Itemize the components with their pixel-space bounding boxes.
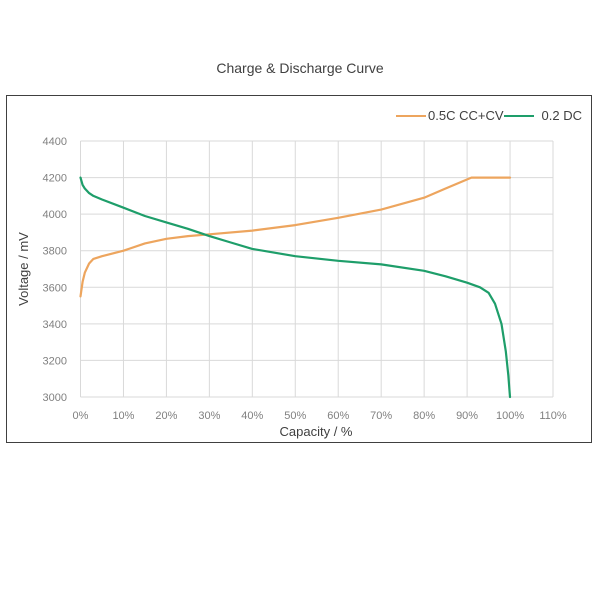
data-lines [79,176,512,399]
x-tick-label: 30% [198,410,220,422]
x-tick-label: 60% [327,410,349,422]
y-tick-label: 4200 [43,173,67,185]
x-tick-label: 70% [370,410,392,422]
x-axis-label: Capacity / % [280,424,353,439]
x-tick-label: 80% [413,410,435,422]
legend-item-discharge: 0.2 DC [503,108,582,123]
y-tick-label: 3400 [43,319,67,331]
y-tick-label: 3000 [43,392,67,404]
legend-label-discharge: 0.2 DC [541,108,582,123]
legend: 0.5C CC+CV 0.2 DC [396,108,582,123]
x-tick-label: 10% [112,410,134,422]
y-axis-ticks: 4400 4200 4000 3800 3600 3400 3200 3000 [43,136,67,404]
x-axis-ticks: 0% 10% 20% 30% 40% 50% 60% 70% 80% 90% 100% 110% [73,410,567,422]
x-tick-label: 0% [73,410,89,422]
charge-curve-line [79,176,512,298]
y-tick-label: 3800 [43,246,67,258]
y-tick-label: 4000 [43,209,67,221]
x-tick-label: 100% [496,410,524,422]
x-tick-label: 90% [456,410,478,422]
y-axis-label: Voltage / mV [16,232,31,306]
x-tick-label: 50% [284,410,306,422]
y-tick-label: 4400 [43,136,67,148]
legend-item-charge: 0.5C CC+CV [396,108,504,123]
y-tick-label: 3600 [43,282,67,294]
chart-frame [6,95,592,443]
gridlines [80,140,554,398]
legend-swatch-charge [396,114,427,117]
x-tick-label: 40% [241,410,263,422]
y-tick-label: 3200 [43,355,67,367]
chart-title: Charge & Discharge Curve [216,60,384,76]
legend-label-charge: 0.5C CC+CV [428,108,504,123]
discharge-curve-line [79,176,512,399]
x-tick-label: 20% [155,410,177,422]
x-tick-label: 110% [539,410,567,422]
legend-swatch-discharge [503,114,534,117]
